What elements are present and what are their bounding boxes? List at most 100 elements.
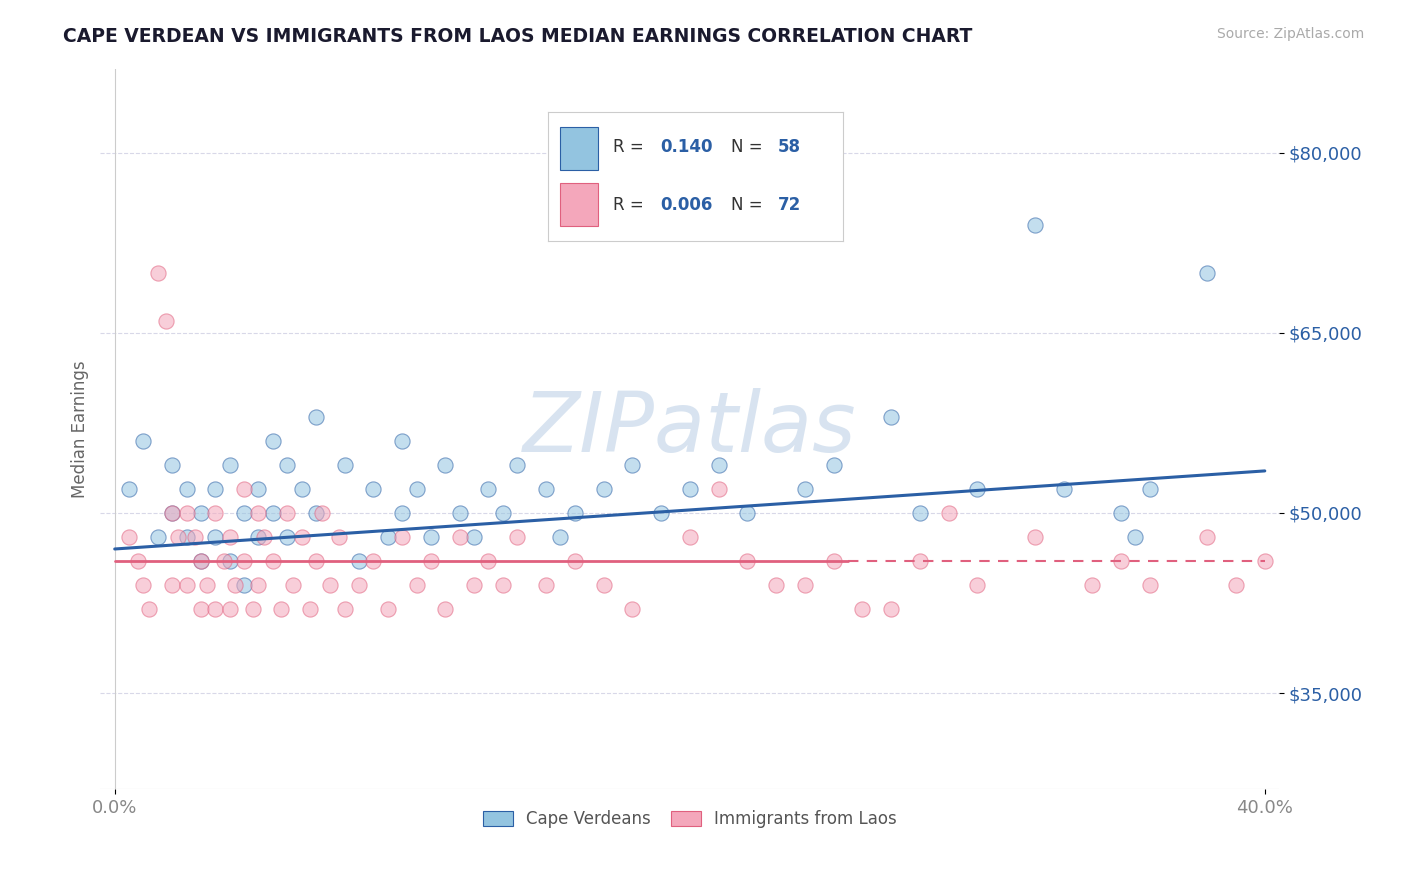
Point [276,530,298,544]
Point [765,578,787,592]
Point [420,554,443,568]
Point [247,506,270,520]
Point [218,530,240,544]
Point [463,530,485,544]
Point [167,530,190,544]
Point [363,482,385,496]
Point [534,482,557,496]
Point [391,530,413,544]
Legend: Cape Verdeans, Immigrants from Laos: Cape Verdeans, Immigrants from Laos [477,804,904,835]
Point [233,578,256,592]
Point [1197,530,1219,544]
Point [449,506,471,520]
Point [793,482,815,496]
Point [195,578,218,592]
Point [823,458,845,472]
Point [118,482,141,496]
Point [204,482,226,496]
Point [190,602,212,616]
Point [1024,530,1046,544]
Point [146,530,169,544]
Point [449,530,471,544]
Point [347,578,370,592]
Point [333,602,356,616]
Point [190,554,212,568]
Point [707,458,730,472]
Point [204,530,226,544]
Point [291,482,314,496]
Point [377,530,399,544]
Point [262,554,284,568]
Point [880,602,903,616]
Point [305,409,328,424]
Point [966,482,988,496]
Point [735,506,758,520]
Point [138,602,160,616]
Point [391,434,413,448]
Point [592,482,614,496]
Point [204,602,226,616]
Point [247,482,270,496]
Point [1081,578,1104,592]
Point [276,458,298,472]
Point [184,530,207,544]
Point [1197,266,1219,280]
Point [1254,554,1277,568]
Point [1052,482,1074,496]
Point [1024,218,1046,232]
Text: Source: ZipAtlas.com: Source: ZipAtlas.com [1216,27,1364,41]
Point [420,530,443,544]
Point [592,578,614,592]
Point [477,482,499,496]
Point [190,506,212,520]
Point [1139,578,1161,592]
Point [233,506,256,520]
Point [463,578,485,592]
Point [262,506,284,520]
Point [247,530,270,544]
Point [160,578,183,592]
Point [212,554,235,568]
Point [146,266,169,280]
Point [242,602,264,616]
Point [405,482,427,496]
Point [333,458,356,472]
Point [218,602,240,616]
Point [363,554,385,568]
Point [319,578,342,592]
Point [281,578,304,592]
Point [132,434,155,448]
Point [621,602,644,616]
Point [908,554,931,568]
Y-axis label: Median Earnings: Median Earnings [72,360,89,498]
Point [204,506,226,520]
Point [707,482,730,496]
Point [735,554,758,568]
Point [233,554,256,568]
Point [233,482,256,496]
Point [132,578,155,592]
Point [276,506,298,520]
Point [506,458,529,472]
Point [270,602,292,616]
Point [1125,530,1147,544]
Point [1109,506,1132,520]
Point [253,530,276,544]
Point [176,482,198,496]
Point [1225,578,1247,592]
Point [434,602,457,616]
Point [328,530,350,544]
Point [793,578,815,592]
Point [477,554,499,568]
Point [299,602,322,616]
Text: CAPE VERDEAN VS IMMIGRANTS FROM LAOS MEDIAN EARNINGS CORRELATION CHART: CAPE VERDEAN VS IMMIGRANTS FROM LAOS MED… [63,27,973,45]
Point [492,578,515,592]
Point [679,530,702,544]
Point [405,578,427,592]
Point [434,458,457,472]
Point [679,482,702,496]
Point [534,578,557,592]
Point [347,554,370,568]
Point [1139,482,1161,496]
Point [564,506,586,520]
